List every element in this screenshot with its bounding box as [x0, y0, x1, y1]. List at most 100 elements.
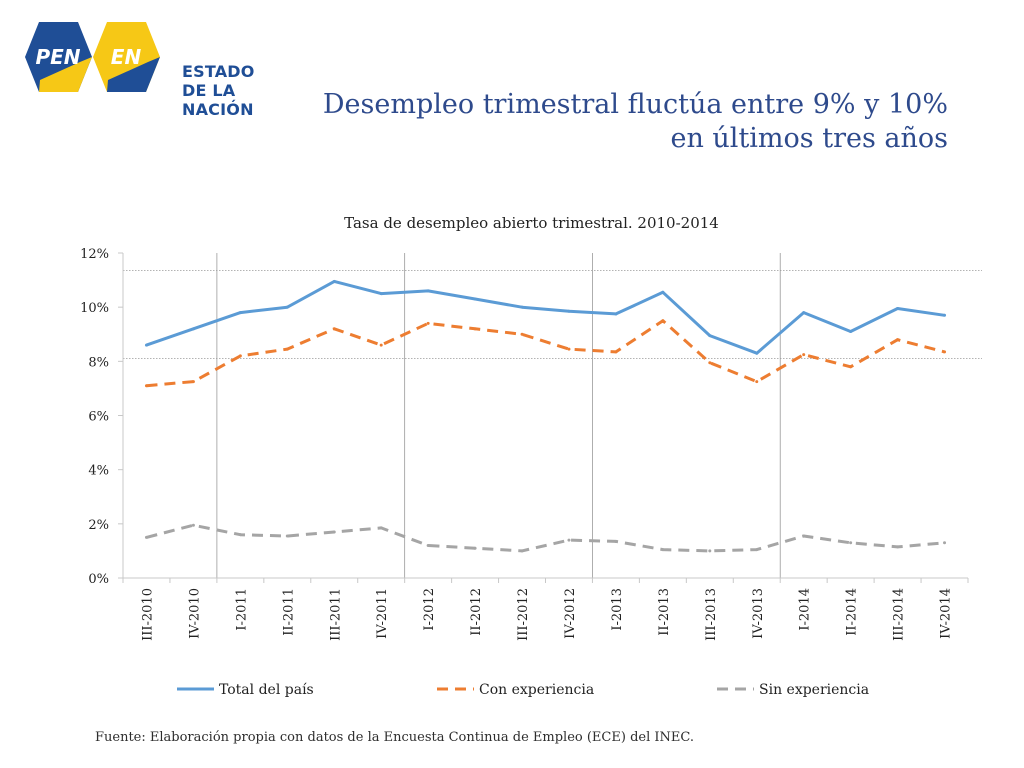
- data-point: [379, 292, 383, 296]
- data-point: [802, 534, 806, 538]
- data-point: [802, 353, 806, 357]
- y-tick-label: 4%: [88, 464, 109, 479]
- data-point: [191, 380, 195, 384]
- data-point: [849, 541, 853, 545]
- data-point: [332, 530, 336, 534]
- data-point: [661, 290, 665, 294]
- data-point: [191, 523, 195, 527]
- series-line-1: [146, 319, 945, 388]
- data-point: [426, 544, 430, 547]
- data-point: [144, 343, 148, 347]
- legend-label: Con experiencia: [479, 682, 594, 698]
- data-point: [614, 312, 618, 316]
- data-point: [755, 380, 759, 384]
- x-tick-label: I-2014: [798, 588, 813, 631]
- slide-title: Desempleo trimestral fluctúa entre 9% y …: [248, 88, 948, 156]
- data-point: [755, 351, 759, 355]
- data-point: [332, 327, 336, 331]
- data-point: [661, 319, 665, 323]
- y-tick-label: 2%: [88, 518, 109, 533]
- logo-line-1: ESTADO: [182, 62, 255, 81]
- data-point: [426, 289, 430, 293]
- slide-title-line-2: en últimos tres años: [670, 123, 948, 154]
- source-note: Fuente: Elaboración propia con datos de …: [95, 730, 694, 745]
- data-point: [379, 343, 383, 347]
- data-point: [661, 548, 665, 552]
- data-point: [567, 538, 571, 542]
- data-point: [802, 311, 806, 315]
- data-point: [285, 347, 289, 351]
- chart-grid: [123, 253, 982, 578]
- data-point: [567, 309, 571, 313]
- logo-pen-text: PEN: [35, 45, 80, 69]
- data-point: [849, 330, 853, 334]
- series-line-0: [146, 279, 945, 355]
- x-tick-label: III-2011: [328, 588, 343, 641]
- data-point: [379, 526, 383, 530]
- data-point: [943, 541, 947, 545]
- y-tick-label: 0%: [88, 572, 109, 587]
- data-point: [849, 365, 853, 369]
- x-tick-label: III-2014: [892, 588, 907, 641]
- x-tick-label: I-2012: [422, 588, 437, 631]
- chart-title: Tasa de desempleo abierto trimestral. 20…: [344, 214, 719, 232]
- x-tick-label: II-2013: [657, 588, 672, 636]
- x-tick-label: IV-2012: [563, 588, 578, 639]
- y-tick-label: 6%: [88, 410, 109, 425]
- x-tick-label: I-2013: [610, 588, 625, 631]
- logo: PEN EN ESTADO DE LA NACIÓN: [20, 22, 310, 119]
- legend-label: Total del país: [219, 682, 314, 698]
- x-tick-label: IV-2014: [939, 588, 954, 639]
- data-point: [473, 327, 477, 331]
- data-point: [896, 338, 900, 342]
- x-tick-label: II-2012: [469, 588, 484, 636]
- logo-line-2: DE LA NACIÓN: [182, 81, 254, 119]
- slide-title-line-1: Desempleo trimestral fluctúa entre 9% y …: [322, 89, 948, 120]
- x-tick-label: III-2012: [516, 588, 531, 641]
- data-point: [238, 311, 242, 315]
- data-point: [614, 539, 618, 543]
- data-point: [473, 297, 477, 301]
- data-point: [144, 535, 148, 539]
- data-point: [755, 548, 759, 552]
- series-line-2: [146, 523, 945, 553]
- data-point: [238, 354, 242, 358]
- y-tick-label: 10%: [80, 301, 109, 316]
- y-tick-label: 8%: [88, 355, 109, 370]
- logo-hexagons: PEN EN: [25, 22, 160, 92]
- data-point: [520, 332, 524, 336]
- data-point: [896, 545, 900, 549]
- data-point: [943, 350, 947, 354]
- data-point: [943, 313, 947, 317]
- data-point: [708, 549, 712, 553]
- data-point: [238, 533, 242, 537]
- chart-axes: 0% 2% 4% 6% 8% 10% 12% III-2010 IV-2010 I-2011 II-…: [80, 247, 969, 641]
- data-point: [426, 321, 430, 325]
- x-tick-label: II-2011: [281, 588, 296, 636]
- logo-en-text: EN: [111, 45, 142, 69]
- data-point: [896, 307, 900, 311]
- pen-hexagon-accent: [39, 57, 92, 92]
- y-tick-label: 12%: [80, 247, 109, 262]
- data-point: [473, 546, 477, 550]
- legend-label: Sin experiencia: [759, 682, 869, 698]
- data-point: [285, 534, 289, 538]
- data-point: [191, 327, 195, 331]
- en-hexagon-accent: [107, 57, 160, 92]
- logo-wordmark: ESTADO DE LA NACIÓN: [182, 62, 310, 119]
- x-tick-label: III-2013: [704, 588, 719, 641]
- data-point: [144, 384, 148, 388]
- data-point: [567, 347, 571, 351]
- x-tick-label: I-2011: [234, 588, 249, 631]
- data-point: [520, 305, 524, 309]
- data-point: [708, 334, 712, 338]
- chart-legend: Total del país Con experiencia Sin experie…: [177, 682, 869, 698]
- data-point: [614, 350, 618, 354]
- chart-series: [144, 279, 947, 553]
- x-tick-label: IV-2011: [375, 588, 390, 639]
- data-point: [285, 305, 289, 309]
- data-point: [708, 361, 712, 365]
- x-tick-label: IV-2013: [751, 588, 766, 639]
- x-tick-label: II-2014: [845, 588, 860, 636]
